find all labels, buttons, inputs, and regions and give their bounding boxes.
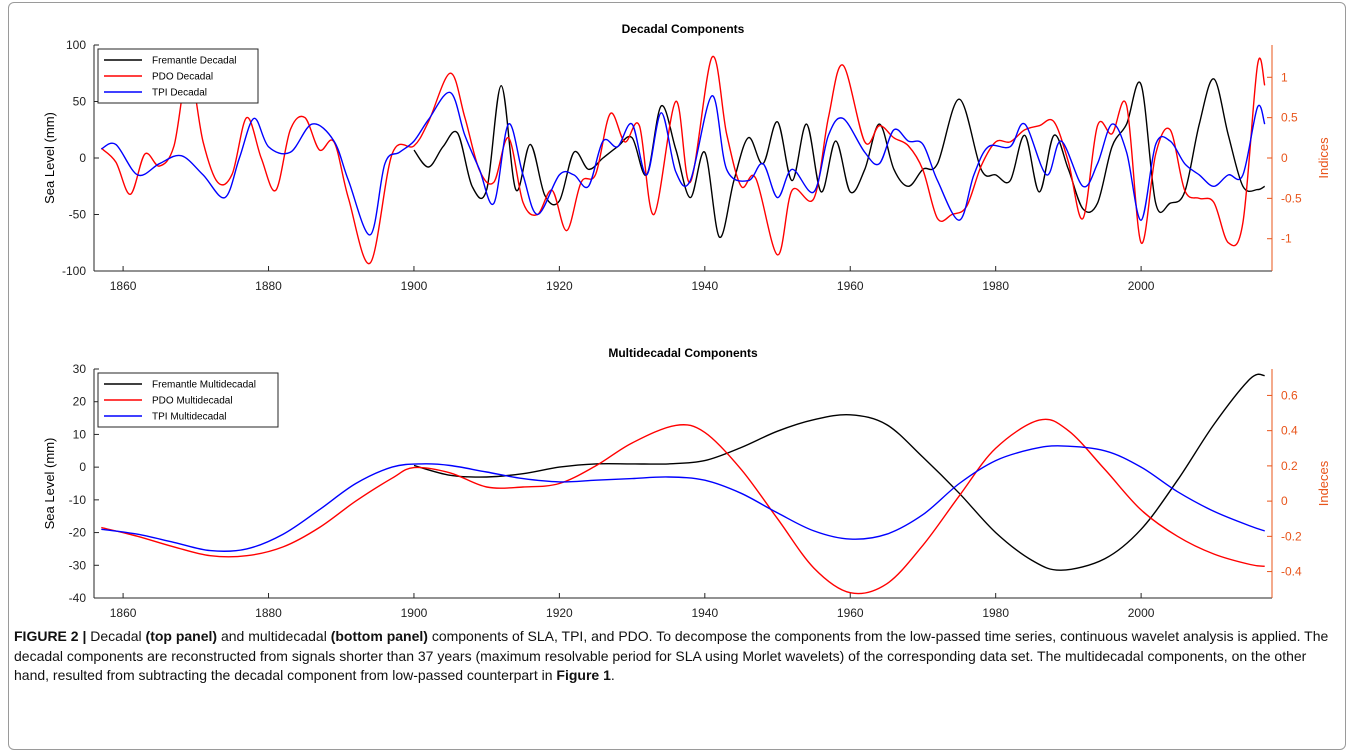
multidecadal-series-line-1 xyxy=(413,373,1265,571)
caption-text-3: components of SLA, TPI, and PDO. To deco… xyxy=(14,628,1329,683)
caption-figure-link[interactable]: Figure 1 xyxy=(556,667,611,683)
multidecadal-x-tick-label: 2000 xyxy=(1128,606,1155,620)
decadal-x-tick-label: 1880 xyxy=(255,279,282,293)
multidecadal-x-tick-label: 1900 xyxy=(401,606,428,620)
multidecadal-legend-label: PDO Multidecadal xyxy=(152,396,233,407)
decadal-y-tick-label: 0 xyxy=(79,151,86,165)
caption-figure-label: FIGURE 2 | xyxy=(14,628,87,644)
decadal-y2-tick-label: 0.5 xyxy=(1281,111,1298,125)
multidecadal-chart-title: Multidecadal Components xyxy=(608,346,758,360)
decadal-y-tick-label: 100 xyxy=(66,38,86,52)
decadal-y2-tick-label: 0 xyxy=(1281,151,1288,165)
figure-frame xyxy=(8,2,1346,750)
caption-text-1: Decadal xyxy=(86,628,146,644)
decadal-x-tick-label: 1860 xyxy=(110,279,137,293)
multidecadal-series-line-2 xyxy=(101,418,1265,595)
decadal-y-tick-label: -100 xyxy=(62,264,86,278)
decadal-x-tick-label: 1900 xyxy=(401,279,428,293)
decadal-chart-title: Decadal Components xyxy=(622,22,745,36)
caption-text-2: and multidecadal xyxy=(217,628,331,644)
decadal-x-tick-label: 1980 xyxy=(982,279,1009,293)
decadal-legend-label: PDO Decadal xyxy=(152,72,213,83)
multidecadal-y-tick-label: -30 xyxy=(69,558,87,572)
multidecadal-legend-label: Fremantle Multidecadal xyxy=(152,380,256,391)
multidecadal-series-line-3 xyxy=(101,445,1265,552)
multidecadal-y-tick-label: 10 xyxy=(73,427,87,441)
decadal-y-axis-label: Sea Level (mm) xyxy=(42,112,57,204)
figure-caption: FIGURE 2 | Decadal (top panel) and multi… xyxy=(14,627,1336,686)
decadal-legend-label: Fremantle Decadal xyxy=(152,56,236,67)
decadal-y2-tick-label: 1 xyxy=(1281,70,1288,84)
decadal-x-tick-label: 2000 xyxy=(1128,279,1155,293)
multidecadal-y-tick-label: -10 xyxy=(69,493,87,507)
multidecadal-y2-tick-label: -0.2 xyxy=(1281,529,1302,543)
multidecadal-x-tick-label: 1920 xyxy=(546,606,573,620)
decadal-series-line-1 xyxy=(413,78,1266,238)
caption-bold-bottom-panel: (bottom panel) xyxy=(330,628,428,644)
decadal-x-tick-label: 1960 xyxy=(837,279,864,293)
decadal-y2-tick-label: -0.5 xyxy=(1281,191,1302,205)
multidecadal-x-tick-label: 1880 xyxy=(255,606,282,620)
caption-bold-top-panel: (top panel) xyxy=(145,628,218,644)
decadal-series-line-2 xyxy=(100,55,1266,265)
decadal-y2-tick-label: -1 xyxy=(1281,232,1292,246)
multidecadal-y2-tick-label: 0 xyxy=(1281,494,1288,508)
multidecadal-x-tick-label: 1940 xyxy=(691,606,718,620)
multidecadal-y-tick-label: 0 xyxy=(79,460,86,474)
decadal-y-tick-label: 50 xyxy=(73,95,87,109)
multidecadal-x-tick-label: 1980 xyxy=(982,606,1009,620)
multidecadal-y-axis-label: Sea Level (mm) xyxy=(42,438,57,530)
decadal-y2-axis-label: Indices xyxy=(1316,137,1331,179)
multidecadal-y2-tick-label: 0.4 xyxy=(1281,424,1298,438)
multidecadal-y2-tick-label: 0.6 xyxy=(1281,388,1298,402)
multidecadal-y-tick-label: -20 xyxy=(69,526,87,540)
multidecadal-y-tick-label: -40 xyxy=(69,591,87,605)
decadal-y-tick-label: -50 xyxy=(69,208,87,222)
multidecadal-y-tick-label: 20 xyxy=(73,395,87,409)
multidecadal-y2-tick-label: -0.4 xyxy=(1281,565,1302,579)
multidecadal-y2-tick-label: 0.2 xyxy=(1281,459,1298,473)
decadal-x-tick-label: 1940 xyxy=(691,279,718,293)
multidecadal-x-tick-label: 1860 xyxy=(110,606,137,620)
decadal-legend-label: TPI Decadal xyxy=(152,88,207,99)
multidecadal-y2-axis-label: Indeces xyxy=(1316,460,1331,506)
decadal-series-line-3 xyxy=(100,91,1266,236)
multidecadal-legend-label: TPI Multidecadal xyxy=(152,412,226,423)
decadal-x-tick-label: 1920 xyxy=(546,279,573,293)
multidecadal-y-tick-label: 30 xyxy=(73,362,87,376)
caption-text-4: . xyxy=(610,667,615,683)
multidecadal-x-tick-label: 1960 xyxy=(837,606,864,620)
